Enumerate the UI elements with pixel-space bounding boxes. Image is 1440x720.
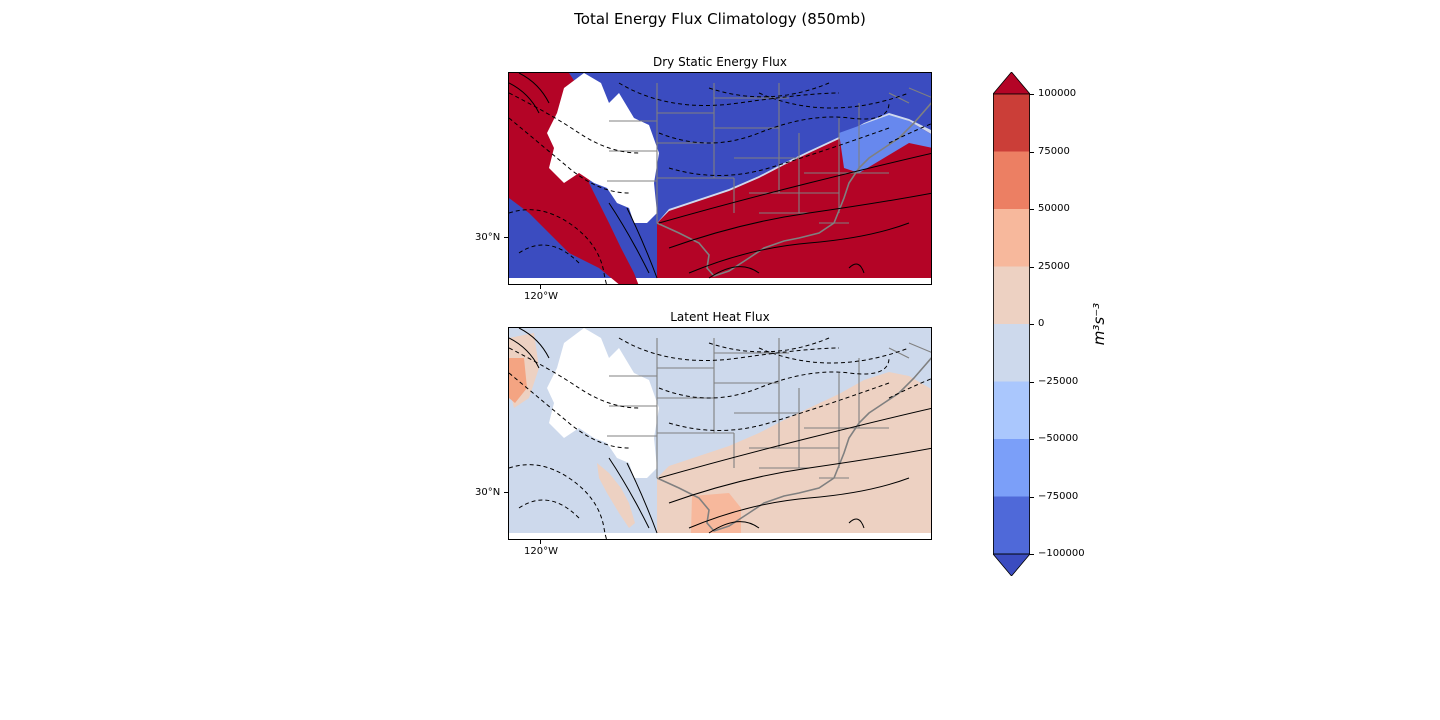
colorbar-segment (993, 209, 1030, 267)
colorbar-tick-label: 100000 (1038, 88, 1077, 99)
gulf-strong-positive (691, 493, 741, 533)
positive-contour (608, 457, 650, 529)
colorbar-outline (993, 93, 1031, 555)
negative-contour (509, 209, 608, 284)
positive-contour (668, 447, 931, 504)
colorbar-tick-label: 50000 (1038, 203, 1070, 214)
negative-contour (708, 82, 830, 98)
positive-contour (518, 73, 550, 104)
high-terrain-mask (547, 328, 659, 478)
negative-contour (509, 372, 630, 449)
colorbar-graphic (992, 71, 1031, 577)
negative-contour (888, 123, 931, 144)
negative-contour (888, 378, 931, 399)
figure-title: Total Energy Flux Climatology (850mb) (574, 10, 866, 28)
state-border (908, 87, 931, 98)
positive-contour (708, 521, 760, 534)
west-strong-positive (509, 358, 527, 403)
positive-contour (688, 477, 910, 529)
colorbar-tickmark (1030, 381, 1034, 383)
positive-contour (708, 266, 760, 279)
lat-label-panel1: 30°N (475, 232, 501, 243)
map-canvas-dry-static (509, 73, 931, 284)
map-latent-heat-flux (508, 327, 932, 540)
positive-contour (518, 328, 550, 359)
colorbar-tickmark (1030, 266, 1034, 268)
colorbar-segment (993, 266, 1030, 325)
negative-contour (509, 117, 630, 194)
positive-contour (509, 82, 540, 114)
map-dry-static-energy-flux (508, 72, 932, 285)
colorbar-segment (993, 381, 1030, 440)
coastline (656, 102, 931, 277)
panel-title-latent-heat: Latent Heat Flux (670, 310, 770, 324)
colorbar-tickmark (1030, 94, 1034, 95)
positive-contour (848, 518, 865, 529)
negative-contour (708, 337, 830, 353)
colorbar-tickmark (1030, 324, 1034, 325)
colorbar-extend-min (992, 553, 1031, 577)
colorbar-tick-label: 25000 (1038, 260, 1070, 272)
negative-contour (658, 102, 890, 144)
positive-contour (626, 462, 658, 534)
positive-contour (658, 407, 931, 479)
state-border (888, 92, 910, 104)
bottom-mask (509, 278, 931, 284)
colorbar-tick-label: 75000 (1038, 145, 1070, 157)
bottom-mask (509, 533, 931, 539)
map-canvas-latent-heat (509, 328, 931, 539)
colorbar (992, 71, 1031, 577)
negative-contour (518, 499, 580, 519)
lon-tick-panel1 (540, 285, 541, 289)
negative-contour (758, 347, 910, 364)
colorbar-segment (993, 496, 1030, 555)
colorbar-tick-label: −25000 (1038, 375, 1079, 387)
positive-contour (688, 222, 910, 274)
colorbar-segment (993, 439, 1030, 497)
colorbar-segment (993, 94, 1030, 152)
positive-contour (608, 202, 650, 274)
colorbar-label: m³s⁻³ (1090, 294, 1114, 354)
negative-contour (509, 347, 640, 409)
lat-tick-panel2 (504, 492, 508, 493)
negative-contour (509, 464, 608, 539)
colorbar-unit: m³s⁻³ (1090, 302, 1108, 346)
positive-flux-region (657, 372, 931, 533)
lon-label-panel1: 120°W (524, 291, 558, 302)
positive-contour (658, 152, 931, 224)
negative-contour (668, 127, 890, 176)
negative-contour (668, 382, 890, 431)
colorbar-tickmark (1030, 439, 1034, 440)
colorbar-tickmark (1030, 209, 1034, 210)
state-border (908, 342, 931, 353)
panel-title-dry-static: Dry Static Energy Flux (653, 55, 787, 69)
colorbar-tickmark (1030, 496, 1034, 498)
colorbar-segment (993, 324, 1030, 382)
baja-positive (597, 463, 635, 528)
negative-contour (518, 244, 580, 264)
lat-label-panel2: 30°N (475, 487, 501, 498)
positive-contour (626, 207, 658, 279)
lat-tick-panel1 (504, 237, 508, 238)
state-border (888, 347, 910, 359)
positive-contour (509, 337, 540, 369)
negative-contour (509, 92, 640, 154)
lon-tick-panel2 (540, 540, 541, 544)
high-terrain-mask (547, 73, 659, 223)
positive-contour (668, 192, 931, 249)
positive-contour (848, 263, 865, 274)
colorbar-tickmark (1030, 554, 1034, 555)
colorbar-tick-label: 0 (1038, 318, 1045, 329)
negative-contour (758, 92, 910, 109)
colorbar-tick-label: −75000 (1038, 490, 1079, 502)
coastline (656, 357, 931, 532)
colorbar-tickmark (1030, 151, 1034, 153)
colorbar-tick-label: −50000 (1038, 433, 1079, 444)
colorbar-extend-max (992, 71, 1031, 95)
colorbar-segment (993, 151, 1030, 210)
colorbar-tick-label: −100000 (1038, 548, 1085, 559)
negative-contour (658, 357, 890, 399)
lon-label-panel2: 120°W (524, 546, 558, 557)
